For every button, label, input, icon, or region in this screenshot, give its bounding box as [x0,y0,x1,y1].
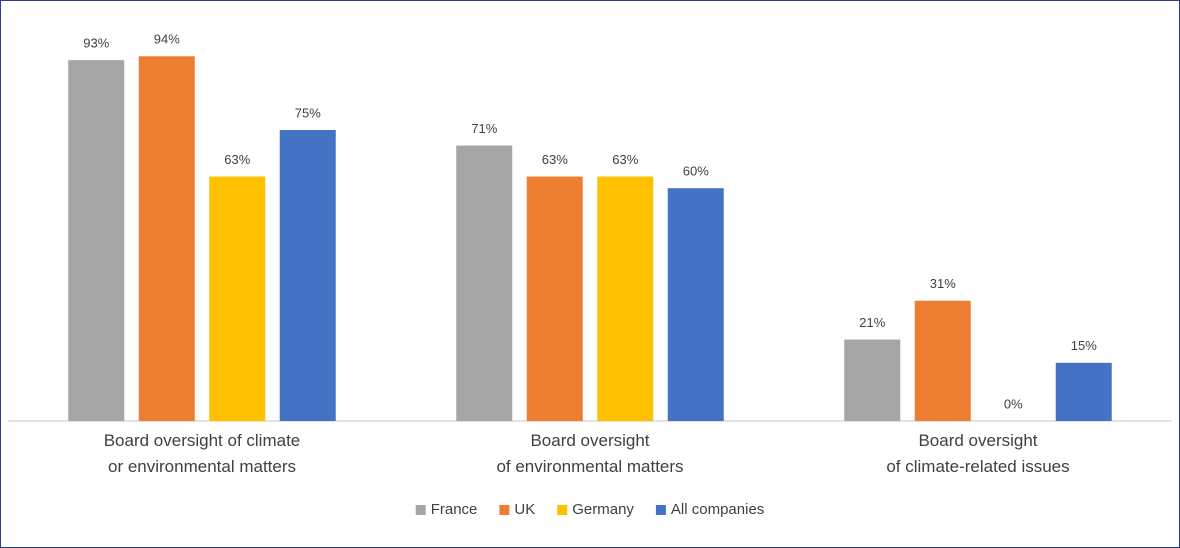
data-label: 63% [542,152,568,167]
bar [279,130,336,421]
bar [456,145,513,421]
bar [138,56,195,421]
legend-label: France [431,501,478,518]
bar [68,60,125,421]
data-label: 31% [930,276,956,291]
bar [597,176,654,421]
data-label: 63% [612,152,638,167]
data-label: 21% [859,315,885,330]
legend-label: UK [514,501,535,518]
legend: France UK Germany All companies [415,501,764,518]
x-tick-label: Board oversight of environmental matters [496,431,683,476]
data-label: 0% [1004,396,1023,411]
legend-label: All companies [671,501,764,518]
legend-swatch [655,505,666,515]
legend-swatch [415,505,426,515]
data-label: 71% [471,121,497,136]
x-tick-label: Board oversight of climate or environment… [104,431,301,476]
data-label: 94% [154,32,180,47]
bar [844,339,901,421]
bar [667,188,724,421]
bar [1055,362,1112,421]
data-label: 75% [295,105,321,120]
data-label: 63% [224,152,250,167]
data-label: 60% [683,164,709,179]
data-label: 15% [1071,338,1097,353]
legend-swatch [557,505,568,515]
legend-swatch [499,505,510,515]
legend-label: Germany [572,501,634,518]
bar [209,176,266,421]
bar [914,300,971,421]
bar [526,176,583,421]
x-tick-label: Board oversight of climate-related issues [886,431,1069,476]
data-label: 93% [83,36,109,51]
